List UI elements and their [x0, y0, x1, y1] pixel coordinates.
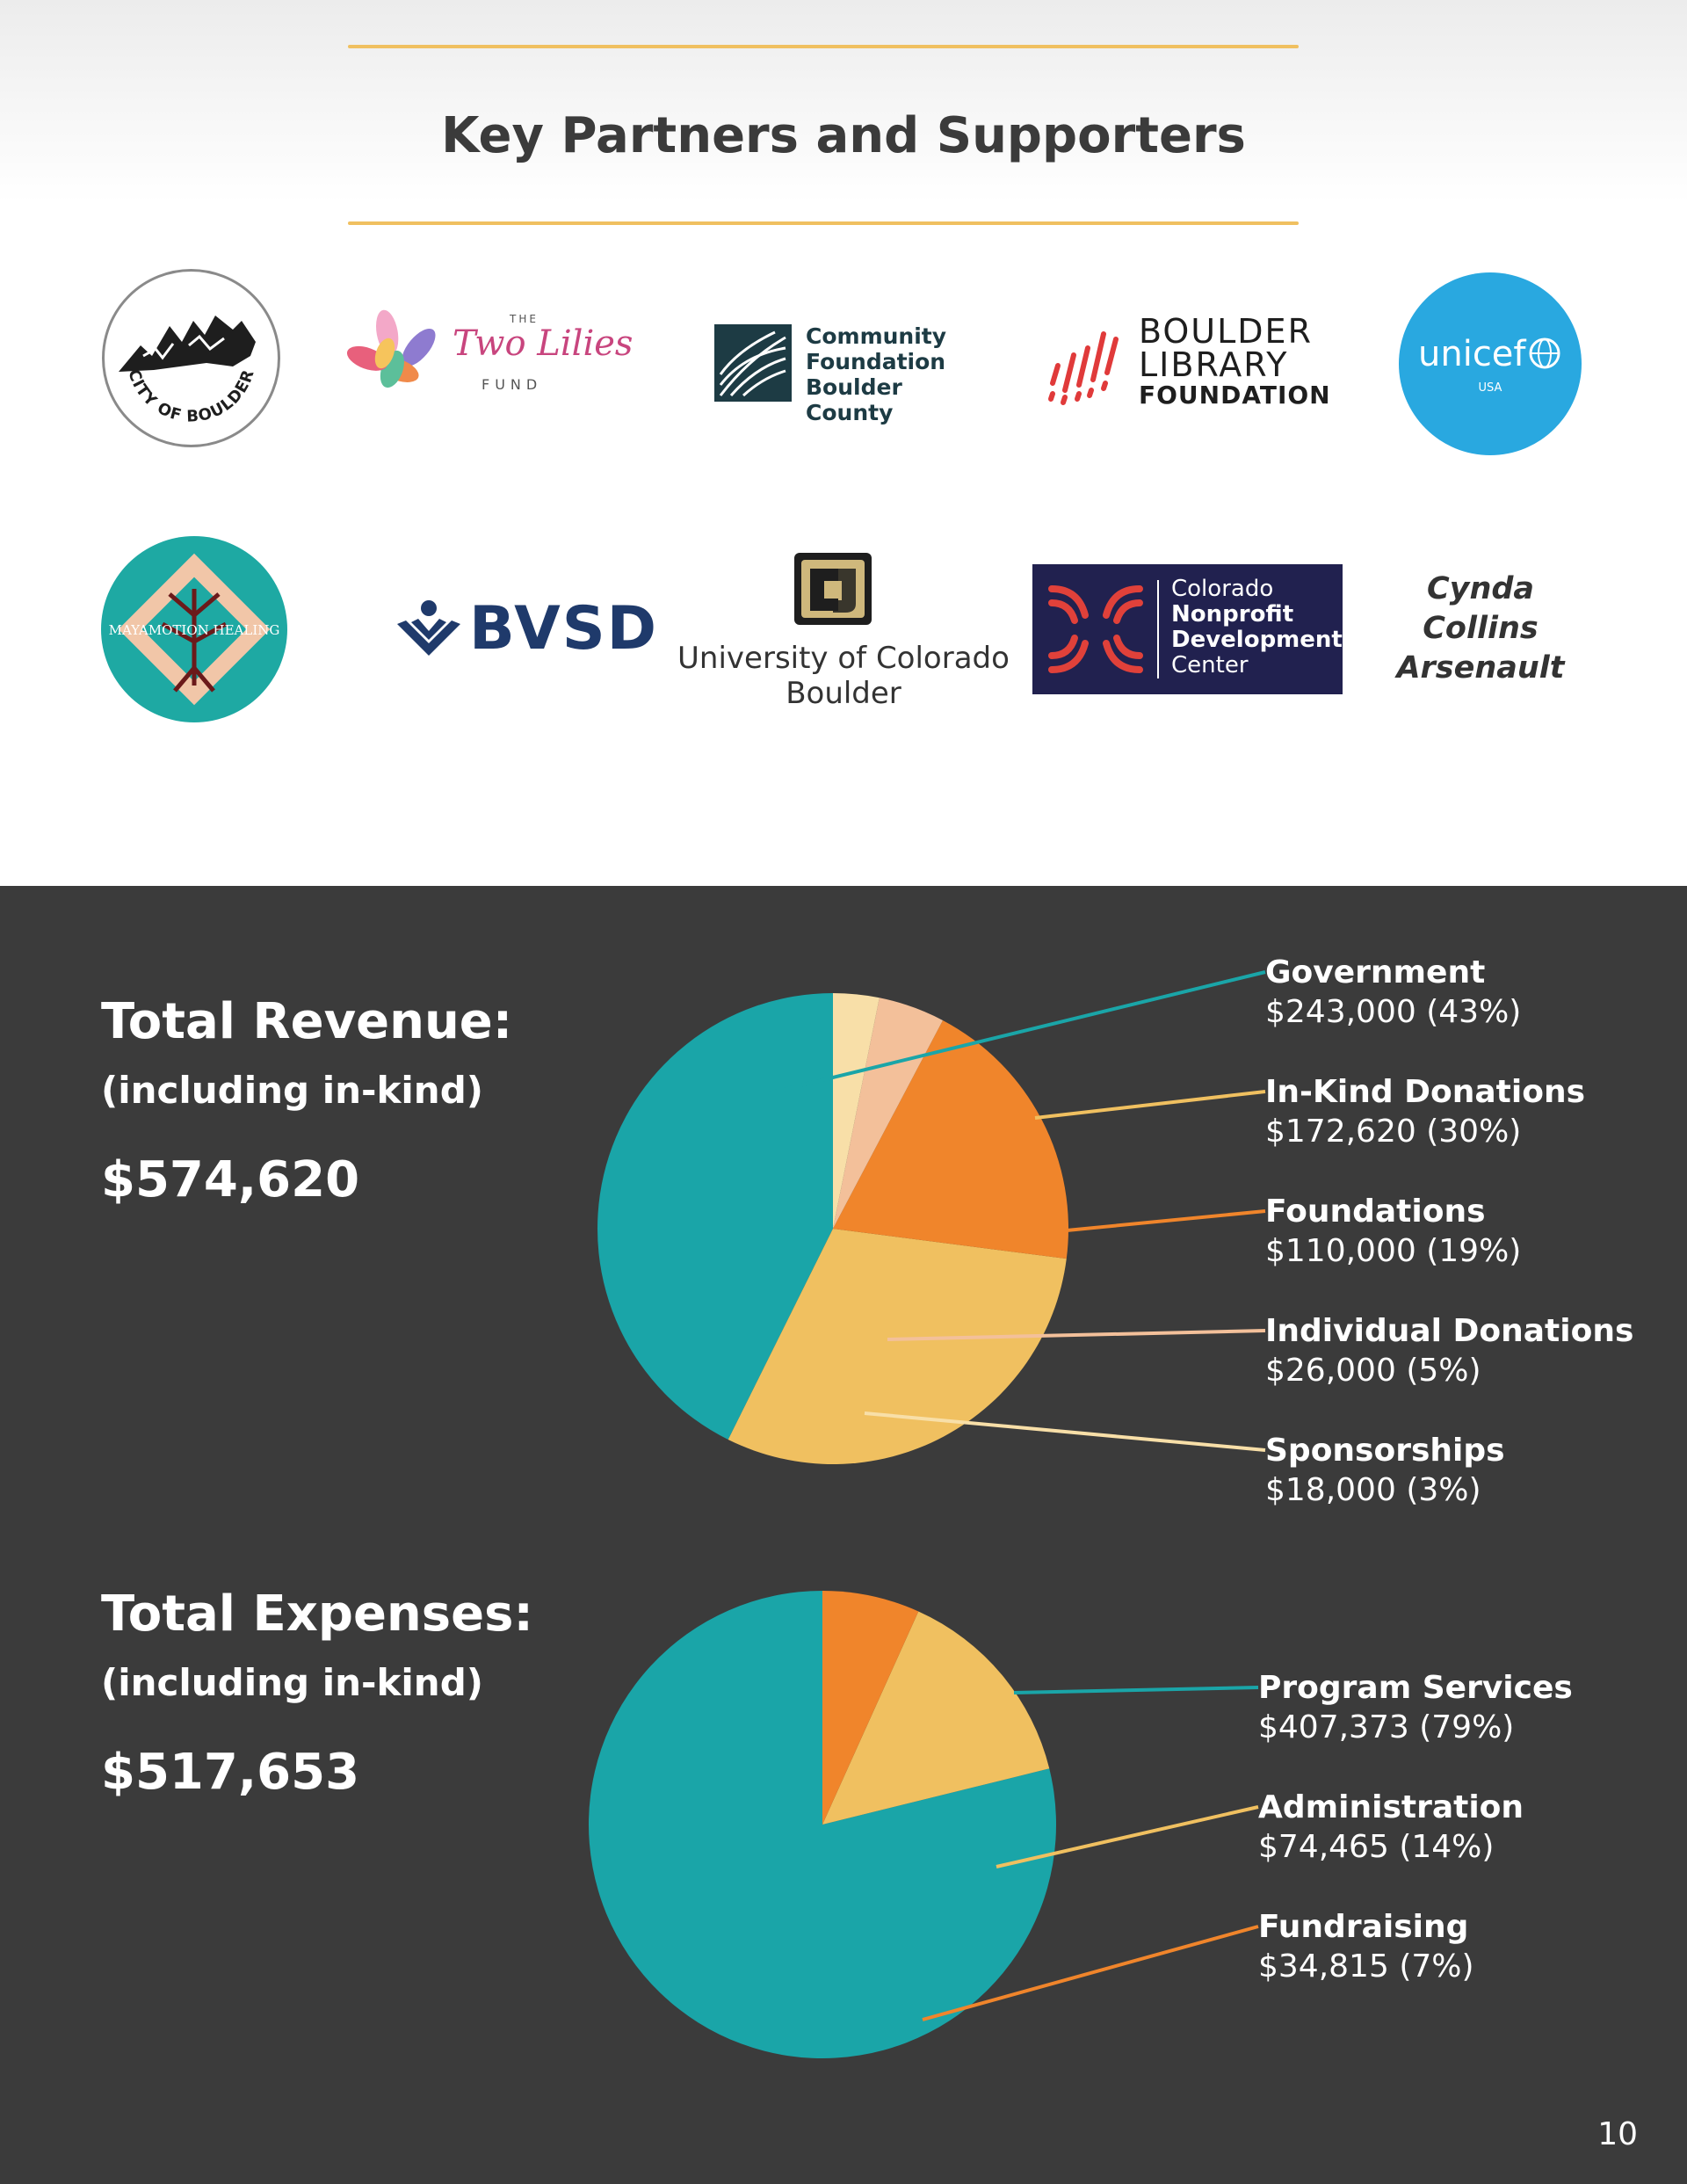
community-foundation-line1: Community — [806, 323, 947, 349]
individual-line3: Arsenault — [1396, 650, 1565, 686]
cu-line2: Boulder — [786, 676, 901, 711]
expenses-slice-fundraising — [822, 1591, 919, 1825]
expenses-heading: Total Expenses: — [101, 1585, 533, 1643]
tree-icon — [118, 553, 271, 706]
revenue-value-individual-donations: $26,000 (5%) — [1265, 1353, 1481, 1389]
cndc-divider — [1157, 580, 1159, 678]
revenue-label-sponsorships: Sponsorships — [1265, 1433, 1505, 1469]
expenses-leader-fundraising — [922, 1925, 1259, 2021]
community-foundation-logo: Community Foundation Boulder County — [713, 323, 995, 425]
revenue-slice-individual-donations — [833, 998, 944, 1229]
bvsd-book-icon — [397, 600, 460, 656]
title-rule-bottom — [348, 221, 1299, 225]
revenue-label-in-kind-donations: In-Kind Donations — [1265, 1074, 1585, 1110]
unicef-name: unicef — [1418, 334, 1526, 374]
bvsd-logo: BVSD — [394, 591, 656, 670]
cndc-logo: Colorado Nonprofit Development Center — [1032, 564, 1343, 694]
expenses-value-program-services: $407,373 (79%) — [1258, 1709, 1514, 1745]
revenue-total: $574,620 — [101, 1151, 360, 1208]
pie-charts: Government $243,000 (43%) In-Kind Donation… — [589, 954, 1633, 2058]
revenue-subheading: (including in-kind) — [101, 1069, 483, 1112]
community-foundation-mark-icon — [714, 324, 792, 402]
cndc-arcs-icon — [1048, 585, 1143, 673]
revenue-slice-foundations — [833, 1019, 1068, 1259]
partners-section: Key Partners and Supporters CITY OF BOUL… — [0, 0, 1687, 886]
expenses-label-administration: Administration — [1258, 1789, 1524, 1825]
revenue-value-sponsorships: $18,000 (3%) — [1265, 1472, 1481, 1508]
revenue-value-in-kind-donations: $172,620 (30%) — [1265, 1114, 1521, 1150]
revenue-leader-sponsorships — [864, 1411, 1266, 1452]
cu-boulder-logo: University of Colorado Boulder — [677, 549, 1010, 716]
library-line2: LIBRARY — [1139, 345, 1289, 384]
library-line1: BOULDER — [1139, 312, 1313, 351]
revenue-value-foundations: $110,000 (19%) — [1265, 1233, 1521, 1269]
individual-line2: Collins — [1423, 611, 1539, 646]
revenue-slice-government — [597, 993, 833, 1440]
lily-flower-icon — [346, 309, 436, 388]
revenue-slice-in-kind-donations — [728, 1229, 1067, 1465]
expenses-leader-program-services — [1013, 1686, 1259, 1694]
library-stripes-icon — [1048, 331, 1119, 405]
two-lilies-the: THE — [510, 313, 539, 325]
revenue-label-foundations: Foundations — [1265, 1194, 1486, 1230]
revenue-value-government: $243,000 (43%) — [1265, 994, 1521, 1030]
bvsd-text: BVSD — [469, 594, 659, 664]
revenue-label-individual-donations: Individual Donations — [1265, 1313, 1633, 1349]
two-lilies-name: Two Lilies — [453, 323, 634, 364]
city-of-boulder-seal-icon: CITY OF BOULDER — [102, 269, 280, 447]
cndc-line1: Colorado — [1171, 576, 1274, 602]
community-foundation-line2: Foundation — [806, 349, 946, 374]
cu-line1: University of Colorado — [677, 641, 1010, 676]
expenses-label-program-services: Program Services — [1258, 1670, 1573, 1706]
expenses-slice-administration — [822, 1611, 1050, 1825]
page-title: Key Partners and Supporters — [441, 107, 1246, 164]
unicef-usa-logo: unicef USA — [1399, 272, 1582, 455]
financials-section: Total Revenue: (including in-kind) $574,… — [0, 886, 1687, 2184]
community-foundation-line3: Boulder County — [806, 374, 902, 425]
mayamotion-text: MAYAMOTION HEALING — [108, 622, 280, 638]
page-number: 10 — [1597, 2116, 1638, 2152]
revenue-label-government: Government — [1265, 954, 1485, 990]
expenses-value-administration: $74,465 (14%) — [1258, 1829, 1494, 1865]
two-lilies-fund-logo: THE Two Lilies FUND — [343, 306, 659, 411]
expenses-total: $517,653 — [101, 1744, 360, 1801]
cu-mark-icon — [794, 553, 872, 625]
revenue-heading: Total Revenue: — [101, 993, 513, 1050]
cndc-line2: Nonprofit — [1171, 601, 1294, 628]
two-lilies-fund: FUND — [481, 376, 543, 393]
unicef-sub: USA — [1478, 381, 1502, 395]
expenses-label-fundraising: Fundraising — [1258, 1909, 1468, 1945]
expenses-value-fundraising: $34,815 (7%) — [1258, 1948, 1474, 1984]
globe-icon — [1529, 337, 1560, 369]
title-rule-top — [348, 45, 1299, 48]
revenue-leader-foundations — [1066, 1209, 1266, 1232]
city-of-boulder-logo: CITY OF BOULDER — [101, 268, 281, 448]
library-line3: FOUNDATION — [1139, 381, 1331, 410]
individual-line1: Cynda — [1426, 571, 1535, 606]
expenses-leader-administration — [996, 1805, 1259, 1868]
boulder-library-foundation-logo: BOULDER LIBRARY FOUNDATION — [1046, 315, 1336, 411]
cndc-line3: Development — [1171, 627, 1343, 653]
mayamotion-healing-logo: MAYAMOTION HEALING — [101, 536, 287, 722]
individual-supporter: Cynda Collins Arsenault — [1371, 570, 1590, 693]
revenue-leader-in-kind-donations — [1034, 1090, 1266, 1120]
revenue-leader-government — [767, 970, 1266, 1095]
cndc-line4: Center — [1171, 652, 1249, 678]
expenses-subheading: (including in-kind) — [101, 1661, 483, 1704]
revenue-leader-individual-donations — [887, 1329, 1266, 1341]
revenue-slice-sponsorships — [833, 993, 880, 1229]
